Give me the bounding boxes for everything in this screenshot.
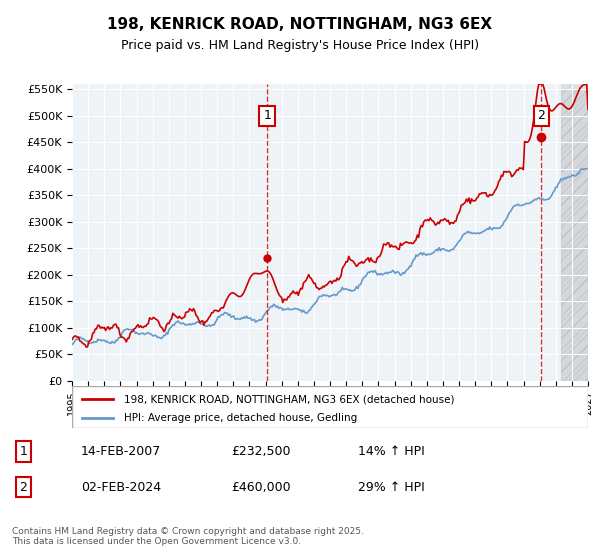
Text: £232,500: £232,500: [231, 445, 290, 458]
Text: 14-FEB-2007: 14-FEB-2007: [81, 445, 161, 458]
Text: 198, KENRICK ROAD, NOTTINGHAM, NG3 6EX (detached house): 198, KENRICK ROAD, NOTTINGHAM, NG3 6EX (…: [124, 394, 454, 404]
Text: 2: 2: [537, 109, 545, 122]
Text: Price paid vs. HM Land Registry's House Price Index (HPI): Price paid vs. HM Land Registry's House …: [121, 39, 479, 52]
Text: 198, KENRICK ROAD, NOTTINGHAM, NG3 6EX: 198, KENRICK ROAD, NOTTINGHAM, NG3 6EX: [107, 17, 493, 32]
Bar: [560, 84, 588, 381]
Text: 02-FEB-2024: 02-FEB-2024: [81, 480, 161, 494]
Text: 14% ↑ HPI: 14% ↑ HPI: [358, 445, 424, 458]
Text: 1: 1: [263, 109, 271, 122]
Text: 1: 1: [20, 445, 28, 458]
Text: £460,000: £460,000: [231, 480, 290, 494]
Text: HPI: Average price, detached house, Gedling: HPI: Average price, detached house, Gedl…: [124, 413, 357, 423]
FancyBboxPatch shape: [72, 386, 588, 428]
Text: Contains HM Land Registry data © Crown copyright and database right 2025.
This d: Contains HM Land Registry data © Crown c…: [12, 526, 364, 546]
Text: 2: 2: [20, 480, 28, 494]
Bar: [560, 84, 588, 381]
Text: 29% ↑ HPI: 29% ↑ HPI: [358, 480, 424, 494]
